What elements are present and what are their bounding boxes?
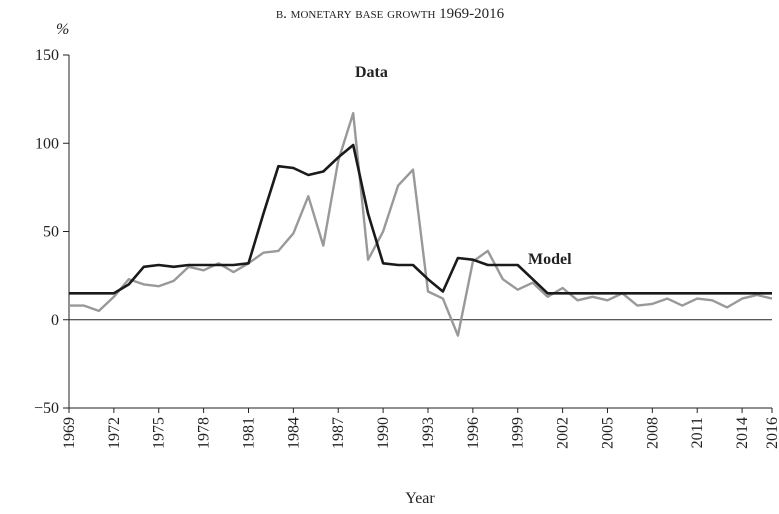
x-tick-label: 1969 xyxy=(61,417,78,449)
y-tick-label: −50 xyxy=(34,400,59,417)
series-line xyxy=(69,143,772,295)
y-tick-label: 150 xyxy=(35,47,59,64)
y-axis-label: % xyxy=(56,21,69,38)
x-tick-label: 1975 xyxy=(151,417,168,449)
y-tick-label: 100 xyxy=(35,135,59,152)
x-tick-label: 2011 xyxy=(689,417,706,448)
chart-title: b. monetary base growth 1969-2016 xyxy=(276,6,505,22)
series-label: Model xyxy=(528,251,572,268)
x-tick-label: 2008 xyxy=(644,417,661,449)
y-tick-label: 50 xyxy=(43,224,59,241)
x-tick-label: 2014 xyxy=(734,417,751,449)
x-tick-label: 1996 xyxy=(465,417,482,449)
x-tick-label: 2005 xyxy=(599,417,616,449)
x-tick-label: 2002 xyxy=(555,417,572,449)
x-tick-label: 1981 xyxy=(240,417,257,449)
x-tick-label: 1999 xyxy=(510,417,527,449)
x-tick-label: 1990 xyxy=(375,417,392,449)
series-label: Data xyxy=(355,64,388,81)
x-tick-label: 1972 xyxy=(106,417,123,449)
x-tick-label: 1993 xyxy=(420,417,437,449)
x-axis-label: Year xyxy=(405,490,435,507)
series-line xyxy=(69,112,773,337)
x-tick-label: 1984 xyxy=(285,417,302,449)
x-tick-label: 1978 xyxy=(196,417,213,449)
x-tick-label: 1987 xyxy=(330,417,347,449)
y-tick-label: 0 xyxy=(51,312,59,329)
x-tick-label: 2016 xyxy=(764,417,779,449)
